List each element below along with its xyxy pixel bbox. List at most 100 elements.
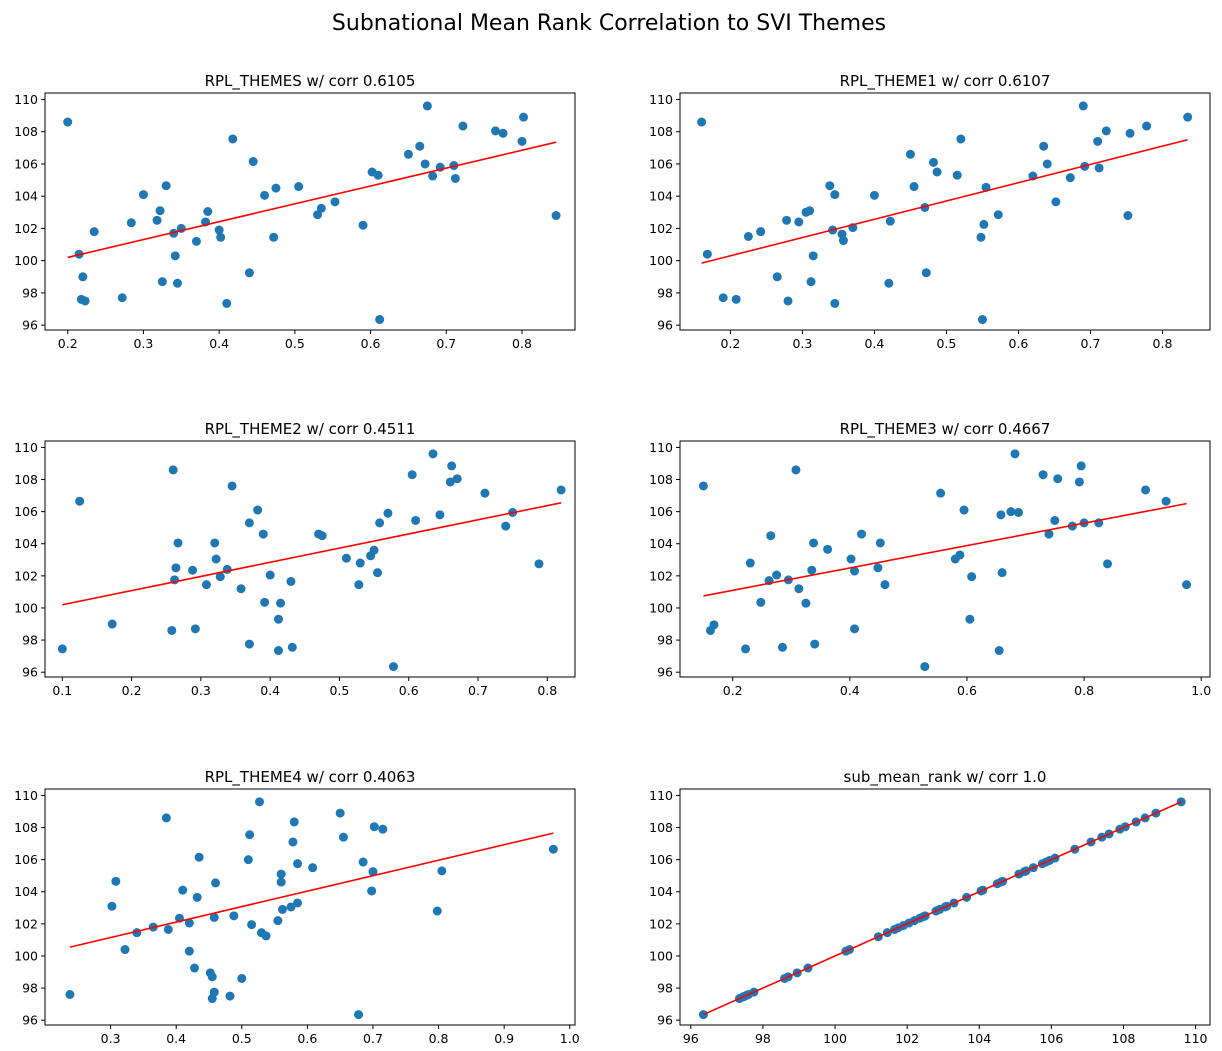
x-tick-label: 0.5 [285, 336, 305, 351]
data-point [880, 580, 890, 590]
data-point [1044, 529, 1054, 539]
data-point [107, 619, 117, 629]
y-tick-label: 96 [657, 1013, 673, 1028]
data-point [1182, 580, 1192, 590]
x-tick-label: 0.6 [297, 1031, 317, 1046]
subplot-5: RPL_THEME4 w/ corr 0.4063 0.3 0.4 0.5 0.6 0.7… [14, 768, 580, 1046]
y-tick-label: 100 [14, 253, 38, 268]
x-tick-label: 0.7 [468, 683, 488, 698]
data-point [772, 272, 782, 282]
subplot-1: RPL_THEMES w/ corr 0.6105 0.2 0.3 0.4 0.5 0.6… [14, 72, 576, 351]
y-tick-label: 108 [649, 820, 673, 835]
data-point [551, 211, 561, 221]
data-point [317, 531, 327, 541]
data-point [271, 183, 281, 193]
data-point [967, 572, 977, 582]
data-point [850, 566, 860, 576]
data-point [718, 293, 728, 303]
data-point [428, 449, 438, 459]
data-point [169, 228, 179, 238]
data-point [243, 855, 253, 865]
x-tick-label: 0.1 [52, 683, 72, 698]
figure-title: Subnational Mean Rank Correlation to SVI… [332, 11, 886, 36]
data-point [976, 232, 986, 242]
x-tick-label: 0.2 [720, 336, 740, 351]
data-point [1093, 136, 1103, 146]
data-point [435, 510, 445, 520]
data-point [138, 190, 148, 200]
data-point [117, 293, 127, 303]
data-point [173, 538, 183, 548]
data-point [534, 559, 544, 569]
data-point [432, 906, 442, 916]
data-point [458, 121, 468, 131]
y-tick-label: 104 [649, 189, 673, 204]
x-tick-label: 0.5 [936, 336, 956, 351]
data-point [287, 642, 297, 652]
subplot-title: RPL_THEME1 w/ corr 0.6107 [840, 72, 1051, 91]
y-tick-label: 110 [14, 92, 38, 107]
data-point [265, 570, 275, 580]
data-point [1094, 163, 1104, 173]
y-tick-label: 100 [649, 253, 673, 268]
subplot-2: RPL_THEME1 w/ corr 0.6107 0.2 0.3 0.4 0.5 0.6… [649, 72, 1211, 351]
y-tick-label: 100 [14, 948, 38, 963]
y-tick-label: 100 [649, 600, 673, 615]
data-point [698, 481, 708, 491]
data-point [190, 963, 200, 973]
data-point [215, 572, 225, 582]
data-point [979, 219, 989, 229]
data-point [830, 190, 840, 200]
y-tick-label: 108 [14, 472, 38, 487]
y-tick-label: 106 [649, 156, 673, 171]
data-point [702, 249, 712, 259]
data-point [994, 646, 1004, 656]
x-tick-label: 0.8 [537, 683, 557, 698]
data-point [57, 644, 67, 654]
x-tick-label: 0.8 [429, 1031, 449, 1046]
data-point [794, 217, 804, 227]
data-point [1103, 559, 1113, 569]
data-point [75, 496, 85, 506]
x-tick-label: 0.6 [361, 336, 381, 351]
subplot-title: RPL_THEME3 w/ corr 0.4667 [840, 420, 1051, 439]
y-tick-label: 102 [14, 568, 38, 583]
data-point [756, 227, 766, 237]
data-point [952, 170, 962, 180]
y-tick-label: 102 [14, 221, 38, 236]
y-tick-label: 96 [657, 318, 673, 333]
y-tick-label: 98 [22, 981, 38, 996]
axes-frame [679, 440, 1211, 678]
y-tick-label: 110 [649, 440, 673, 455]
data-point [741, 644, 751, 654]
data-point [191, 236, 201, 246]
data-point [556, 485, 566, 495]
data-point [273, 916, 283, 926]
subplot-6: sub_mean_rank w/ corr 1.0 96 98 100 102 104 10… [649, 768, 1211, 1046]
data-point [201, 580, 211, 590]
data-point [190, 624, 200, 634]
data-point [157, 277, 167, 287]
data-point [1050, 515, 1060, 525]
data-point [697, 117, 707, 127]
data-point [772, 570, 782, 580]
x-tick-label: 0.6 [957, 683, 977, 698]
y-tick-label: 108 [14, 820, 38, 835]
data-point [959, 505, 969, 515]
x-tick-label: 98 [755, 1031, 771, 1046]
x-tick-label: 0.7 [436, 336, 456, 351]
data-point [369, 822, 379, 832]
data-point [1183, 112, 1193, 122]
y-tick-label: 100 [649, 948, 673, 963]
data-point [1065, 173, 1075, 183]
data-point [184, 946, 194, 956]
trend-line [67, 141, 557, 259]
trend-line [703, 502, 1187, 597]
data-point [905, 149, 915, 159]
x-tick-label: 0.4 [260, 683, 280, 698]
y-tick-label: 98 [22, 285, 38, 300]
data-point [338, 832, 348, 842]
data-point [857, 529, 867, 539]
data-point [806, 277, 816, 287]
